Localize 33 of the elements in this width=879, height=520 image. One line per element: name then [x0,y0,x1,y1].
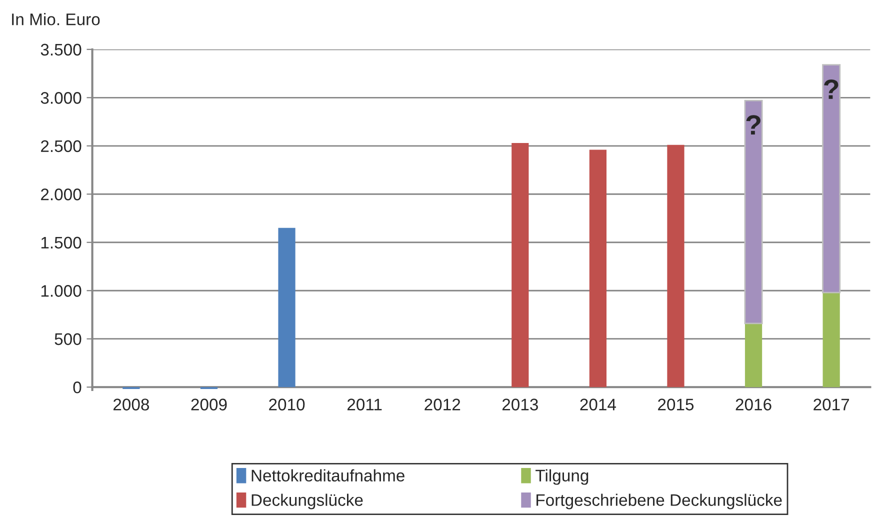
x-tick-label: 2010 [269,398,305,410]
y-tick-label: 500 [54,333,82,346]
bar [589,150,606,388]
y-tick-label: 3.500 [40,44,82,56]
legend-label: Deckungslücke [252,494,363,510]
y-tick-label: 2.500 [41,140,82,152]
y-tick-label: 3.000 [40,92,82,104]
x-tick-label: 2008 [113,398,150,410]
bar [822,64,841,294]
y-tick-label: 1.000 [41,285,82,297]
bar [667,144,684,388]
x-tick-label: 2016 [736,398,772,410]
x-tick-label: 2017 [814,398,850,410]
x-tick-label: 2014 [580,398,616,410]
x-tick-label: 2015 [658,398,694,410]
y-tick-label: 1.500 [41,236,82,249]
bar [822,292,840,388]
x-tick-label: 2011 [347,398,382,410]
x-tick-label: 2009 [191,398,227,410]
legend-label: Tilgung [536,469,588,485]
y-axis-title: In Mio. Euro [12,13,100,26]
legend-label: Fortgeschriebene Deckungslücke [536,494,782,510]
annotation: ? [824,79,838,99]
bar [744,100,763,324]
legend-label: Nettokreditaufnahme [252,469,404,482]
annotation: ? [746,115,760,135]
y-tick-label: 0 [73,382,82,394]
bar [512,142,529,388]
x-tick-label: 2012 [424,398,460,410]
bar [744,323,762,388]
y-tick-label: 2.000 [41,188,82,200]
bar [278,228,296,388]
x-tick-label: 2013 [502,398,538,410]
